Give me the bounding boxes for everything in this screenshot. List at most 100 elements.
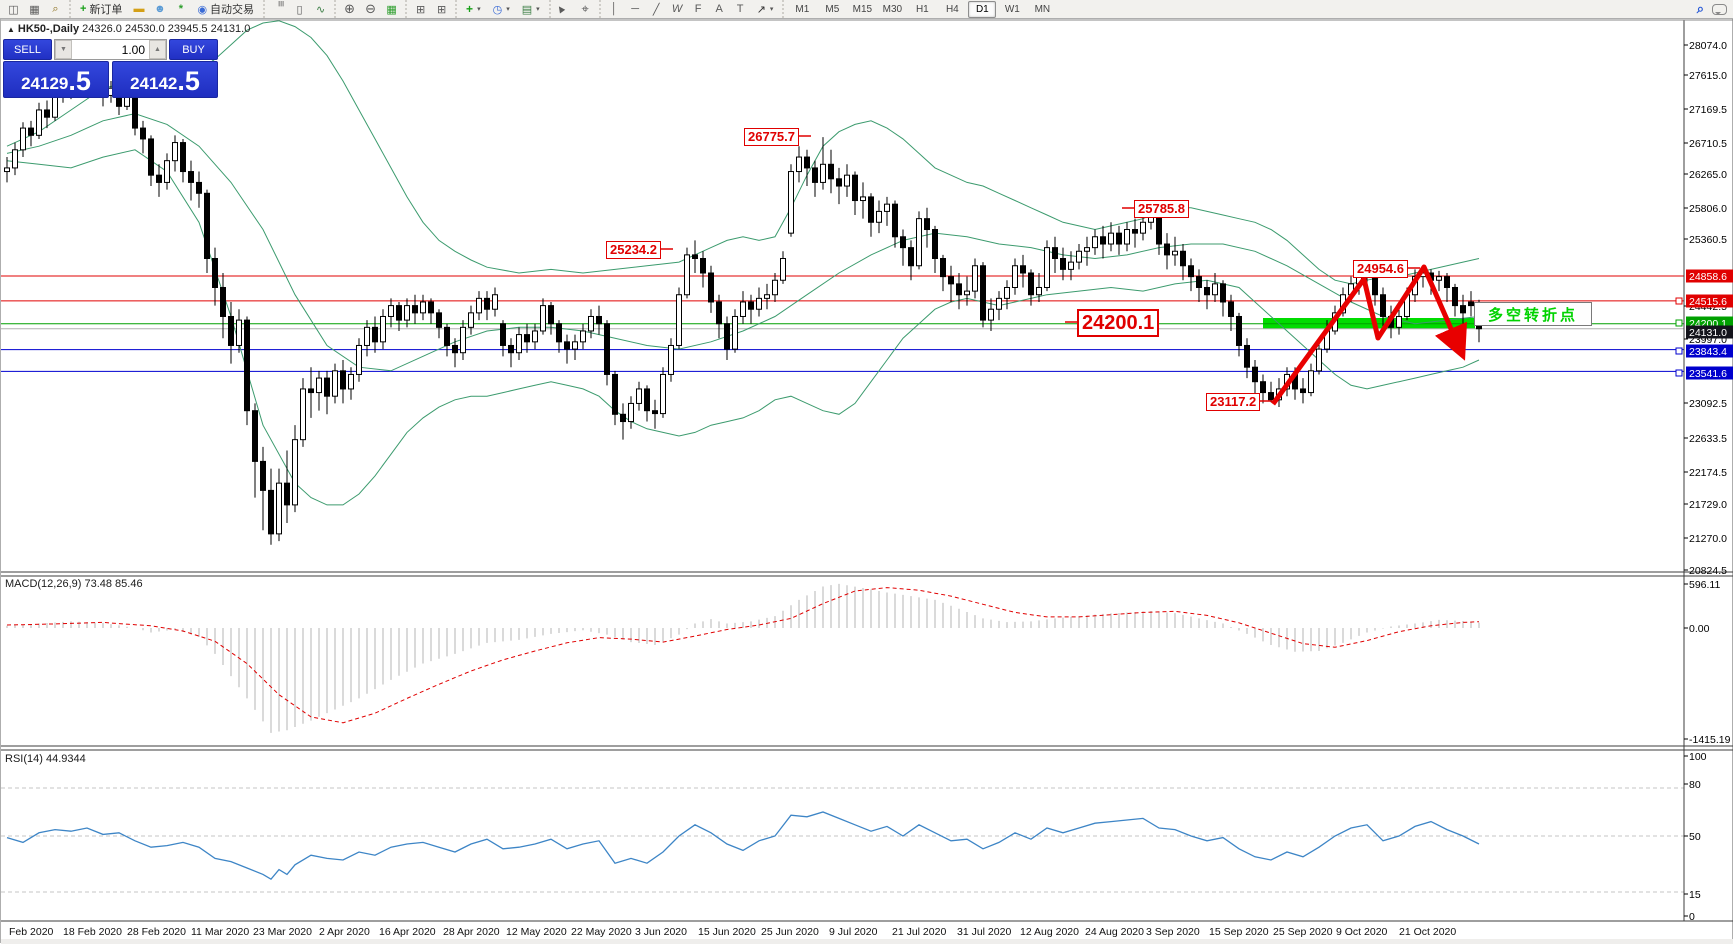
price-tick-label: 21729.0 (1689, 499, 1727, 511)
candle-down (748, 301, 754, 310)
date-label: Feb 2020 (9, 926, 54, 938)
candle-down (692, 254, 698, 260)
candle-down (444, 326, 450, 346)
community-icon[interactable]: ☻ (154, 3, 166, 15)
horizontal-line-icon[interactable]: ─ (631, 3, 640, 15)
chat-icon[interactable] (1712, 3, 1727, 15)
auto-arrange-icon[interactable]: ⊞ (415, 3, 426, 16)
candle-down (148, 138, 154, 176)
signal-icon[interactable]: * (178, 3, 184, 15)
buy-price-button[interactable]: 24142.5 (112, 61, 218, 98)
trendline-icon[interactable]: ╱ (652, 3, 660, 16)
candle-down (140, 127, 146, 140)
candle-up (732, 315, 738, 350)
price-callout[interactable]: 25234.2 (606, 241, 661, 259)
tab-m15[interactable]: M15 (852, 3, 873, 15)
candle-down (1100, 236, 1106, 245)
date-label: 28 Feb 2020 (127, 926, 186, 938)
tab-w1[interactable]: W1 (1004, 3, 1020, 15)
candle-down (1292, 373, 1298, 390)
tab-m1[interactable]: M1 (795, 3, 810, 15)
line-handle[interactable] (1675, 319, 1683, 327)
buy-price-main: 24142 (130, 74, 178, 93)
candle-down (1460, 305, 1466, 314)
candle-down (428, 301, 434, 314)
zoom-out-icon[interactable]: ⊖ (365, 1, 376, 16)
macd-signal-line (6, 587, 1480, 724)
tab-h4[interactable]: H4 (945, 3, 959, 15)
rsi-scale-label: 0 (1689, 911, 1695, 923)
vertical-line-icon[interactable]: │ (610, 3, 618, 15)
price-tick-label: 24442.5 (1689, 301, 1727, 313)
line-chart-icon[interactable]: ∿ (315, 3, 326, 16)
date-label: 15 Sep 2020 (1209, 926, 1269, 938)
chart-shift-icon[interactable]: ⊞ (436, 3, 447, 16)
templates-button[interactable]: ▤ ▾ (517, 0, 545, 18)
sell-button[interactable]: SELL (3, 39, 52, 60)
candle-up (276, 482, 282, 535)
line-handle[interactable] (1675, 369, 1683, 377)
gold-icon[interactable]: ▬ (133, 3, 145, 15)
sell-price-button[interactable]: 24129.5 (3, 61, 109, 98)
autotrade-button[interactable]: ◉ 自动交易 (192, 0, 259, 18)
price-callout[interactable]: 25785.8 (1134, 200, 1189, 218)
collapse-quote-icon[interactable]: ▲ (7, 25, 15, 34)
turning-point-label[interactable]: 多空转折点 (1474, 302, 1592, 326)
crosshair-icon[interactable]: ⌖ (581, 1, 589, 16)
text-label-icon[interactable]: A (715, 3, 723, 15)
price-callout[interactable]: 24954.6 (1353, 260, 1408, 278)
volume-down-button[interactable]: ▼ (55, 40, 72, 59)
tab-m30[interactable]: M30 (882, 3, 903, 15)
autotrade-label: 自动交易 (210, 4, 255, 16)
tab-h1[interactable]: H1 (915, 3, 929, 15)
tab-m5[interactable]: M5 (825, 3, 840, 15)
volume-up-button[interactable]: ▲ (149, 40, 166, 59)
new-order-button[interactable]: + 新订单 (75, 0, 127, 18)
sell-price-pip: .5 (68, 66, 91, 96)
support-zone-highlight[interactable] (1263, 318, 1475, 329)
tile-windows-icon[interactable]: ▦ (386, 3, 397, 16)
periods-button[interactable]: ◷ ▾ (488, 0, 515, 18)
window-bottom-edge (1, 939, 1733, 944)
price-badge (1686, 366, 1733, 380)
arrows-button[interactable]: ↗ ▾ (752, 0, 779, 18)
line-handle[interactable] (1675, 347, 1683, 355)
candle-down (548, 305, 554, 325)
indicators-button[interactable]: + ▾ (461, 0, 486, 18)
tab-d1[interactable]: D1 (968, 0, 997, 18)
candle-down (244, 319, 250, 412)
profiles-icon[interactable]: ▦ (29, 3, 40, 16)
candle-down (852, 174, 858, 202)
candle-up (1332, 312, 1338, 332)
search-icon[interactable]: ⌕ (1696, 1, 1704, 16)
candlestick-chart-icon[interactable]: ▯ (296, 3, 303, 16)
equidistant-channel-icon[interactable]: W (671, 3, 683, 15)
candle-down (620, 413, 626, 423)
text-box-icon[interactable]: T (736, 3, 744, 15)
volume-input[interactable]: 1.00 (121, 42, 145, 57)
bollinger-lower-band (6, 149, 1480, 506)
candle-down (1468, 301, 1474, 307)
price-callout[interactable]: 24200.1 (1077, 309, 1160, 337)
price-callout[interactable]: 23117.2 (1206, 393, 1261, 411)
candle-down (804, 156, 810, 169)
zoom-in-icon[interactable]: ⊕ (344, 1, 355, 16)
line-handle[interactable] (1675, 297, 1683, 305)
candle-up (1276, 388, 1282, 401)
bar-chart-icon[interactable]: ≡ (274, 0, 287, 7)
date-label: 16 Apr 2020 (379, 926, 436, 938)
buy-button[interactable]: BUY (169, 39, 218, 60)
template-icon: ▤ (521, 3, 533, 16)
tab-mn[interactable]: MN (1034, 3, 1051, 15)
fibonacci-icon[interactable]: F (694, 3, 702, 15)
candle-down (644, 388, 650, 412)
candle-down (1300, 388, 1306, 394)
price-tick-label: 20824.5 (1689, 565, 1727, 577)
new-chart-icon[interactable]: ◫ (8, 3, 19, 16)
candle-up (236, 319, 242, 346)
market-watch-icon[interactable]: ⌕ (52, 2, 59, 15)
new-order-label: 新订单 (89, 4, 123, 16)
trend-arrow[interactable] (1270, 264, 1468, 406)
price-callout[interactable]: 26775.7 (744, 128, 799, 146)
price-badge (1686, 269, 1733, 283)
